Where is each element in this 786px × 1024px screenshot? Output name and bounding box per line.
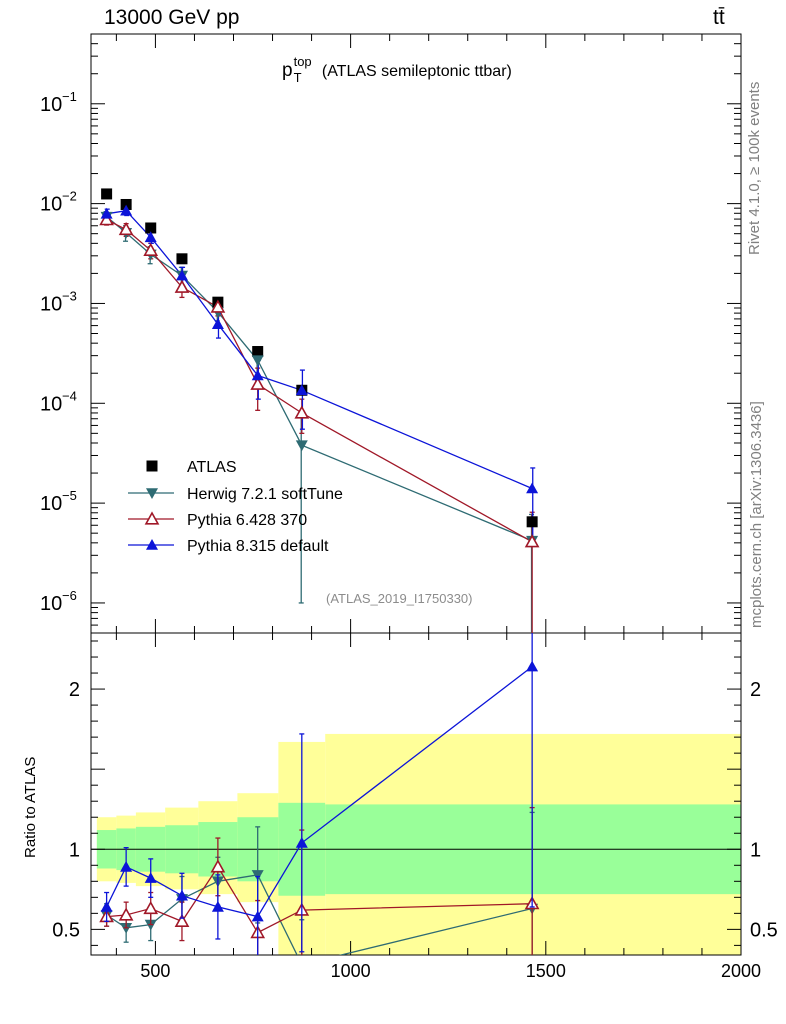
main-series-line bbox=[106, 216, 533, 542]
mcplots-source-label: mcplots.cern.ch [arXiv:1306.3436] bbox=[748, 401, 765, 628]
main-marker bbox=[526, 516, 538, 528]
main-marker bbox=[524, 534, 540, 548]
y-tick-label: 10 bbox=[40, 94, 62, 116]
y-tick-label-exponent: −1 bbox=[62, 89, 77, 104]
y-tick-label: 10 bbox=[40, 194, 62, 216]
main-marker bbox=[176, 269, 188, 281]
legend-marker bbox=[144, 511, 160, 525]
ratio-marker bbox=[118, 907, 134, 921]
main-marker bbox=[295, 440, 308, 452]
legend-label: ATLAS bbox=[187, 459, 237, 476]
ratio-y-tick-label-right: 0.5 bbox=[750, 919, 778, 941]
main-marker bbox=[144, 231, 157, 243]
main-marker bbox=[211, 318, 224, 329]
chart-title: p top T (ATLAS semileptonic ttbar) bbox=[282, 54, 512, 85]
main-marker bbox=[101, 188, 113, 200]
main-marker bbox=[251, 369, 264, 381]
main-marker bbox=[252, 346, 264, 358]
legend: ATLAS Herwig 7.2.1 softTune Pythia 6.428 3… bbox=[128, 459, 343, 555]
main-marker bbox=[120, 204, 133, 216]
header-left-label: 13000 GeV pp bbox=[104, 6, 240, 29]
main-marker bbox=[118, 221, 134, 236]
legend-marker bbox=[146, 460, 158, 472]
main-marker bbox=[294, 405, 310, 419]
main-marker bbox=[120, 198, 132, 210]
legend-label: Pythia 6.428 370 bbox=[187, 512, 307, 529]
rivet-version-label: Rivet 4.1.0, ≥ 100k events bbox=[746, 81, 763, 255]
ratio-marker bbox=[295, 836, 308, 848]
ratio-marker bbox=[143, 900, 159, 915]
ratio-y-tick-label-right: 1 bbox=[750, 839, 761, 861]
main-marker bbox=[99, 212, 114, 226]
main-marker bbox=[145, 222, 157, 234]
ratio-marker bbox=[211, 900, 224, 912]
main-marker bbox=[251, 355, 264, 367]
main-marker bbox=[210, 299, 226, 313]
header-right-label: tt̄ bbox=[713, 6, 725, 29]
main-marker bbox=[174, 279, 190, 293]
legend-marker bbox=[146, 539, 158, 550]
chart-title-var: p bbox=[282, 60, 293, 81]
legend-label: Herwig 7.2.1 softTune bbox=[187, 486, 343, 503]
main-marker bbox=[295, 384, 308, 396]
ratio-marker bbox=[526, 660, 539, 672]
ratio-marker bbox=[144, 872, 157, 883]
ratio-series-line bbox=[106, 874, 533, 955]
ratio-marker bbox=[251, 870, 264, 881]
main-marker bbox=[176, 253, 188, 265]
main-series-line bbox=[106, 210, 533, 490]
ratio-marker bbox=[176, 889, 188, 901]
ratio-ylabel: Ratio to ATLAS bbox=[22, 756, 39, 858]
y-tick-label: 10 bbox=[40, 593, 62, 615]
main-marker bbox=[100, 207, 113, 219]
ratio-y-tick-label-left: 1 bbox=[69, 839, 80, 861]
ratio-bands bbox=[96, 733, 741, 955]
analysis-watermark: (ATLAS_2019_I1750330) bbox=[326, 591, 473, 606]
y-tick-label-exponent: −4 bbox=[62, 388, 77, 403]
y-tick-label: 10 bbox=[40, 293, 62, 315]
ratio-y-tick-label-right: 2 bbox=[750, 679, 761, 701]
ratio-marker bbox=[210, 859, 226, 873]
main-marker bbox=[250, 376, 266, 390]
x-tick-label: 1500 bbox=[526, 961, 566, 981]
main-marker bbox=[143, 242, 159, 256]
x-tick-label: 2000 bbox=[721, 961, 761, 981]
main-marker bbox=[526, 482, 539, 494]
chart-title-text: (ATLAS semileptonic ttbar) bbox=[321, 63, 512, 80]
ratio-marker bbox=[251, 910, 264, 922]
y-tick-label-exponent: −2 bbox=[62, 189, 77, 204]
x-tick-label: 1000 bbox=[331, 961, 371, 981]
ratio-y-tick-label-left: 0.5 bbox=[52, 919, 80, 941]
y-tick-label: 10 bbox=[40, 393, 62, 415]
chart-title-sub: T bbox=[293, 70, 302, 85]
y-tick-label-exponent: −6 bbox=[62, 588, 77, 603]
y-tick-label-exponent: −5 bbox=[62, 488, 77, 503]
legend-label: Pythia 8.315 default bbox=[187, 538, 329, 555]
data-series bbox=[99, 188, 540, 955]
ratio-y-tick-label-left: 2 bbox=[69, 679, 80, 701]
ratio-marker bbox=[100, 900, 113, 912]
y-tick-label-exponent: −3 bbox=[62, 288, 77, 303]
y-tick-label: 10 bbox=[40, 493, 62, 515]
ratio-marker bbox=[174, 913, 190, 928]
ratio-plot-frame bbox=[90, 632, 742, 956]
legend-marker bbox=[146, 488, 158, 499]
chart-title-sup: top bbox=[293, 54, 312, 69]
ratio-marker bbox=[120, 860, 133, 872]
x-tick-label: 500 bbox=[140, 961, 170, 981]
ratio-series-line bbox=[106, 865, 533, 934]
